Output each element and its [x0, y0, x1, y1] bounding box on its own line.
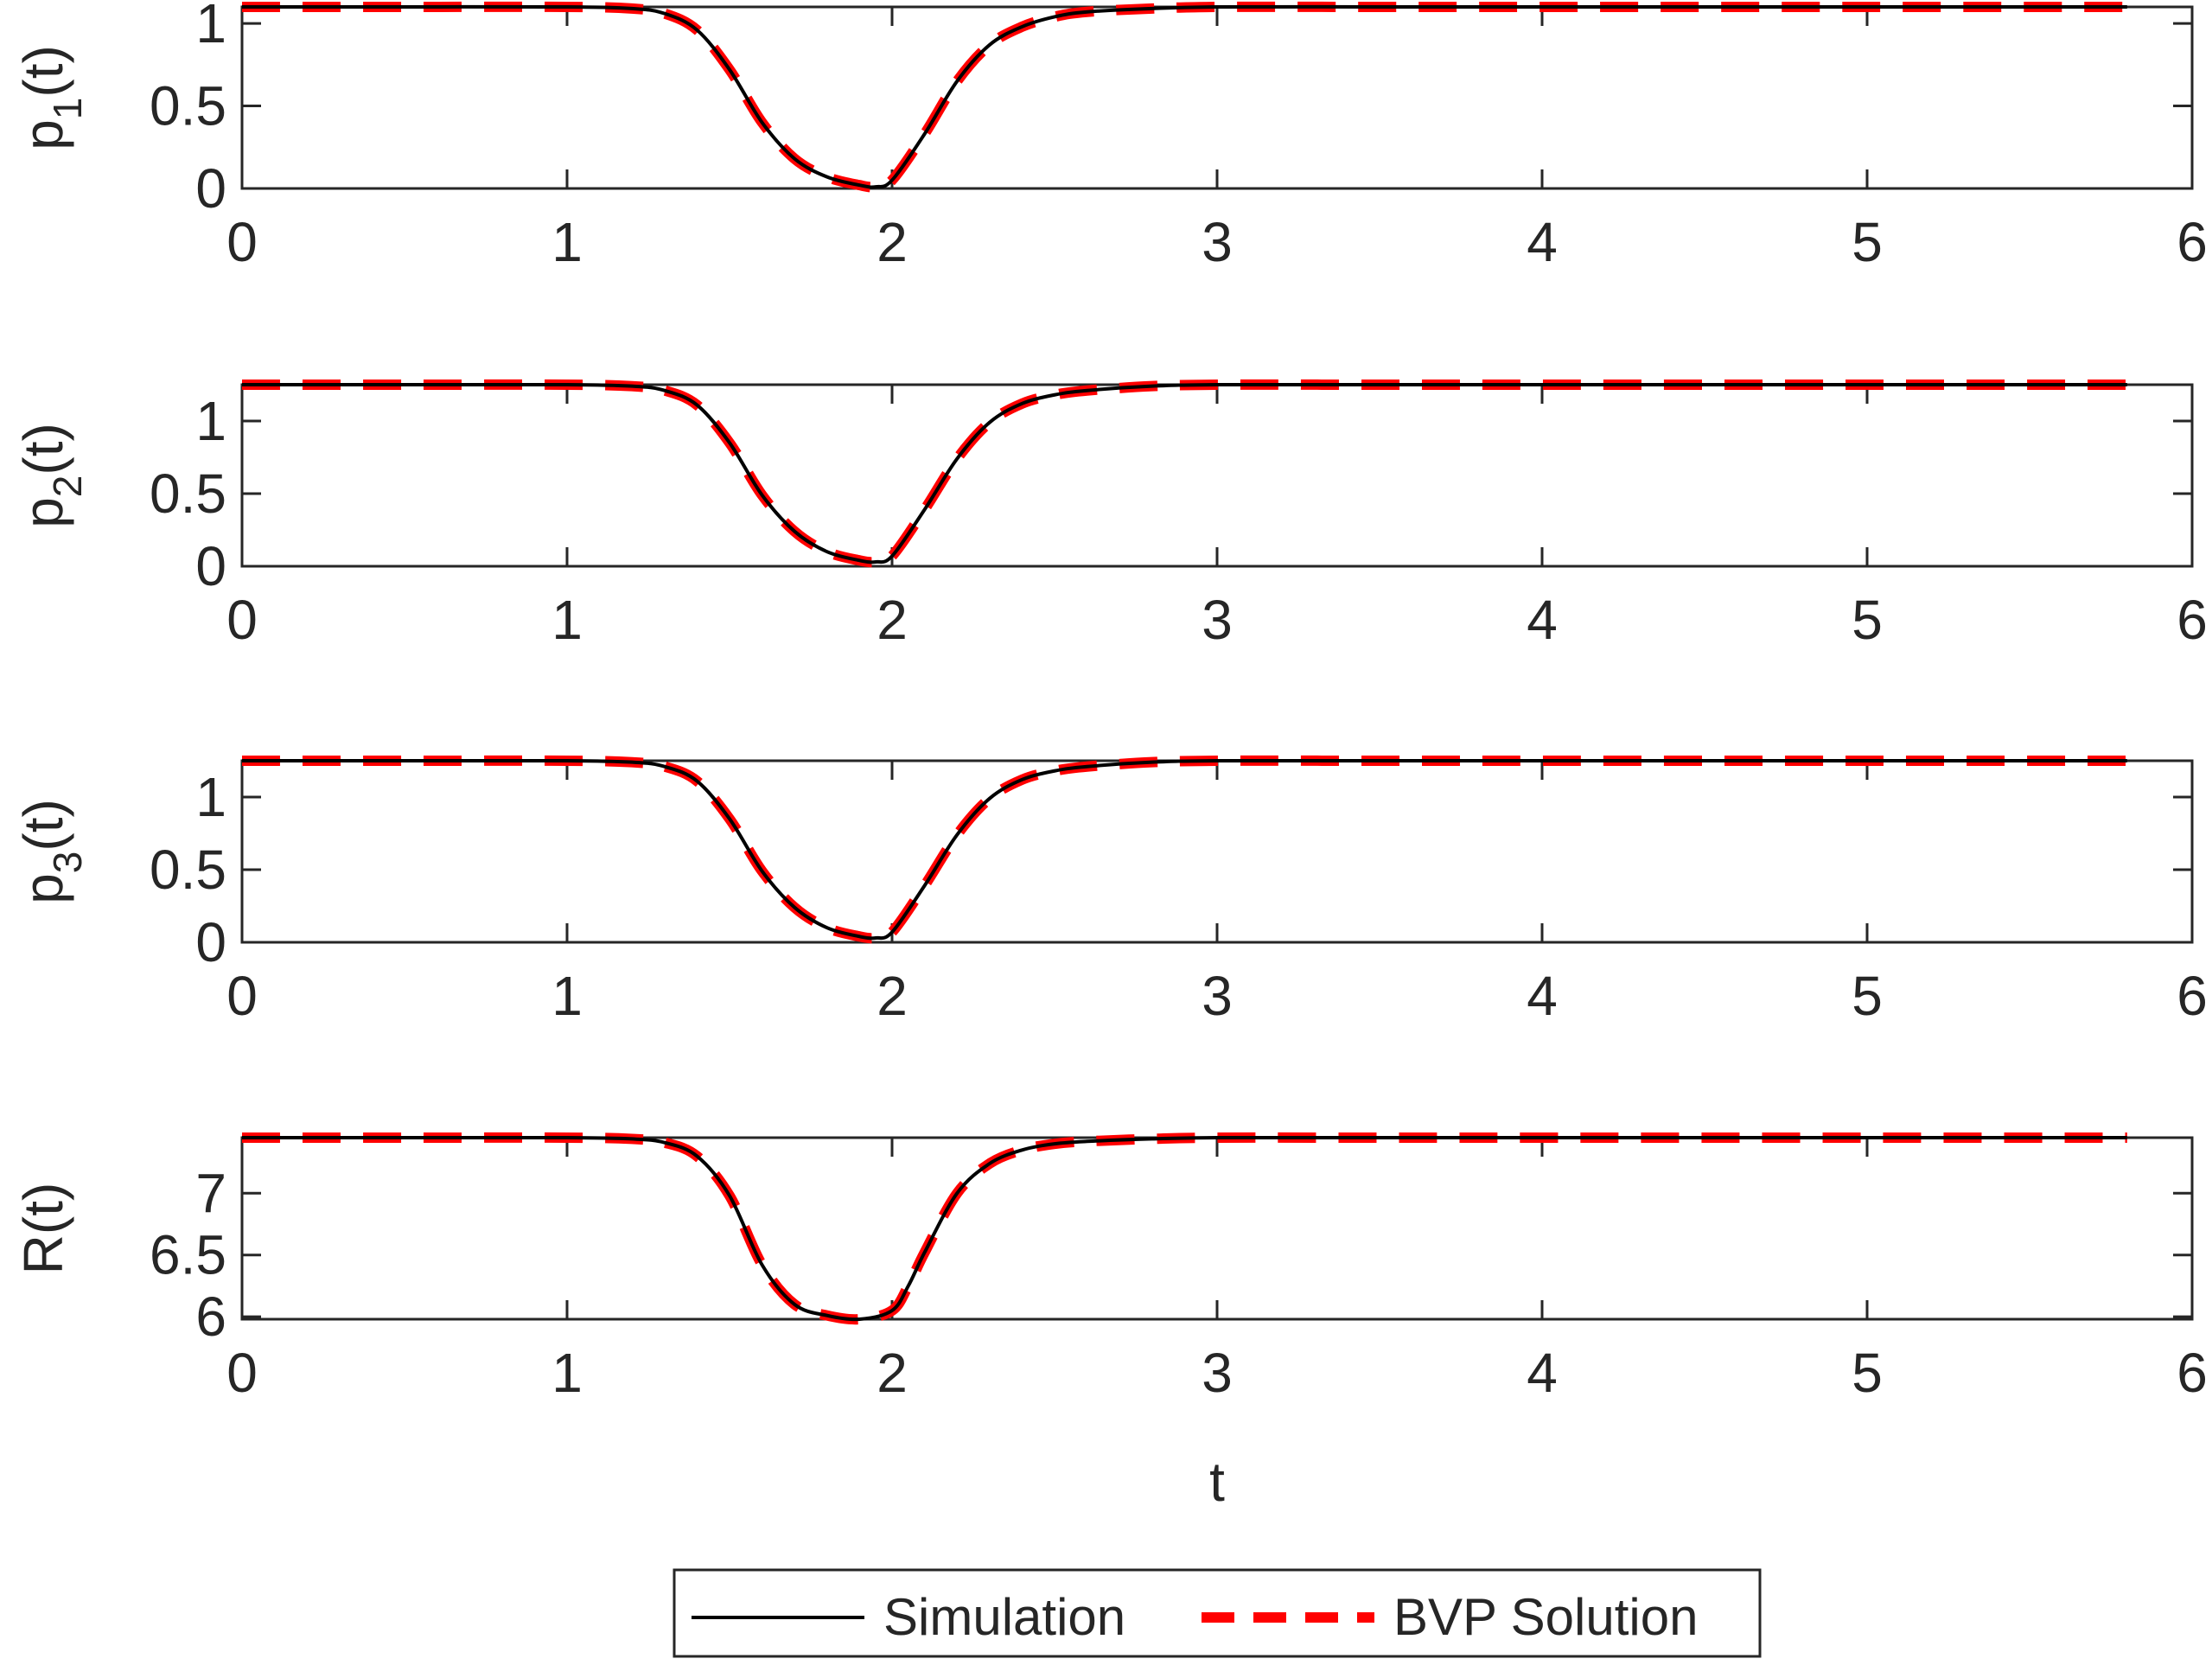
- x-axis-label: t: [1209, 1451, 1225, 1513]
- y-tick-label: 0.5: [150, 75, 226, 137]
- x-tick-label: 0: [226, 589, 258, 651]
- x-tick-label: 2: [877, 965, 908, 1027]
- y-axis-label-base: p: [12, 873, 74, 904]
- x-tick-label: 2: [877, 1342, 908, 1404]
- y-tick-label: 0.5: [150, 839, 226, 901]
- x-tick-label: 4: [1527, 965, 1558, 1027]
- y-tick-label: 1: [195, 766, 226, 828]
- y-axis-label: p2(t): [12, 423, 90, 528]
- series-line-bvp-solution: [242, 379, 2127, 568]
- series-line-bvp-solution: [242, 755, 2127, 944]
- x-tick-label: 3: [1202, 965, 1233, 1027]
- x-tick-label: 6: [2177, 589, 2208, 651]
- y-axis-label: p1(t): [12, 45, 90, 150]
- series-line-simulation: [242, 1135, 2127, 1322]
- x-tick-label: 5: [1852, 589, 1883, 651]
- x-tick-label: 1: [551, 1342, 583, 1404]
- x-tick-label: 1: [551, 589, 583, 651]
- axes-box: [240, 383, 2194, 568]
- y-axis-label-subscript: 3: [45, 852, 90, 874]
- y-tick-label: 0: [195, 911, 226, 973]
- x-tick-label: 5: [1852, 965, 1883, 1027]
- y-axis-label-base: p: [12, 119, 74, 150]
- x-tick-label: 6: [2177, 1342, 2208, 1404]
- x-axis-label-text: t: [1209, 1451, 1225, 1513]
- x-tick-label: 0: [226, 1342, 258, 1404]
- x-tick-label: 0: [226, 965, 258, 1027]
- x-tick-label: 1: [551, 211, 583, 273]
- x-tick-label: 4: [1527, 1342, 1558, 1404]
- x-tick-label: 5: [1852, 211, 1883, 273]
- y-tick-label: 0: [195, 535, 226, 597]
- y-tick-label: 1: [195, 0, 226, 54]
- axes-box: [240, 5, 2194, 190]
- y-tick-label: 0.5: [150, 462, 226, 525]
- series-line-simulation: [242, 4, 2127, 189]
- y-tick-label: 6.5: [150, 1224, 226, 1286]
- series-line-simulation: [242, 758, 2127, 941]
- y-axis-label-base: R(t): [12, 1183, 74, 1275]
- x-tick-label: 6: [2177, 211, 2208, 273]
- y-tick-label: 6: [195, 1285, 226, 1348]
- x-tick-label: 3: [1202, 211, 1233, 273]
- axes-box: [240, 759, 2194, 944]
- x-tick-label: 6: [2177, 965, 2208, 1027]
- x-tick-label: 1: [551, 965, 583, 1027]
- x-tick-label: 2: [877, 589, 908, 651]
- x-tick-label: 3: [1202, 589, 1233, 651]
- subplot-4: 0 1 2 3 4 5 666.57R(t): [12, 1132, 2208, 1404]
- y-axis-label-suffix: (t): [12, 799, 74, 851]
- legend-bvp-label: BVP Solution: [1393, 1588, 1698, 1646]
- series-line-bvp-solution: [242, 1132, 2127, 1325]
- x-tick-label: 3: [1202, 1342, 1233, 1404]
- legend-simulation-label: Simulation: [883, 1588, 1125, 1646]
- x-tick-label: 2: [877, 211, 908, 273]
- y-axis-label-suffix: (t): [12, 423, 74, 475]
- axes-box: [240, 1136, 2194, 1321]
- series-line-simulation: [242, 382, 2127, 565]
- y-axis-label-suffix: (t): [12, 45, 74, 97]
- legend: Simulation BVP Solution: [673, 1568, 1762, 1658]
- x-tick-label: 4: [1527, 589, 1558, 651]
- y-axis-label: p3(t): [12, 799, 90, 904]
- y-axis-label-base: p: [12, 497, 74, 528]
- x-tick-label: 4: [1527, 211, 1558, 273]
- series-line-bvp-solution: [241, 1, 2127, 193]
- y-tick-label: 7: [195, 1162, 226, 1224]
- y-tick-label: 0: [195, 157, 226, 220]
- y-axis-label-subscript: 2: [45, 475, 90, 498]
- x-tick-label: 5: [1852, 1342, 1883, 1404]
- x-tick-label: 0: [226, 211, 258, 273]
- y-axis-label: R(t): [12, 1183, 74, 1275]
- y-tick-label: 1: [195, 390, 226, 452]
- y-axis-label-subscript: 1: [45, 98, 90, 120]
